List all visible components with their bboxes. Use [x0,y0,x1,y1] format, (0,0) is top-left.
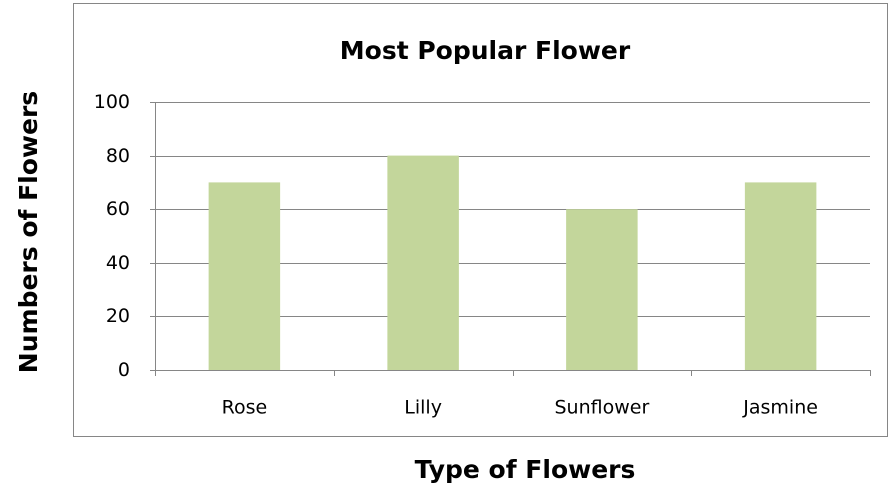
bar [744,182,817,370]
y-tick-label: 40 [106,252,130,274]
x-tick-label: Rose [222,397,268,419]
bar [208,182,281,370]
x-tick-label: Lilly [404,397,442,419]
y-axis-title: Numbers of Flowers [14,91,43,373]
y-tick-label: 0 [118,359,130,381]
y-tick-label: 60 [106,198,130,220]
bar [566,209,638,370]
x-tick-label: Sunflower [554,397,649,419]
y-tick-label: 20 [106,305,130,327]
x-tick-label: Jasmine [742,397,818,419]
chart-title: Most Popular Flower [340,36,631,65]
y-tick-label: 80 [106,145,130,167]
y-tick-label: 100 [94,91,130,113]
x-axis-title: Type of Flowers [415,455,636,484]
bar [387,155,459,370]
